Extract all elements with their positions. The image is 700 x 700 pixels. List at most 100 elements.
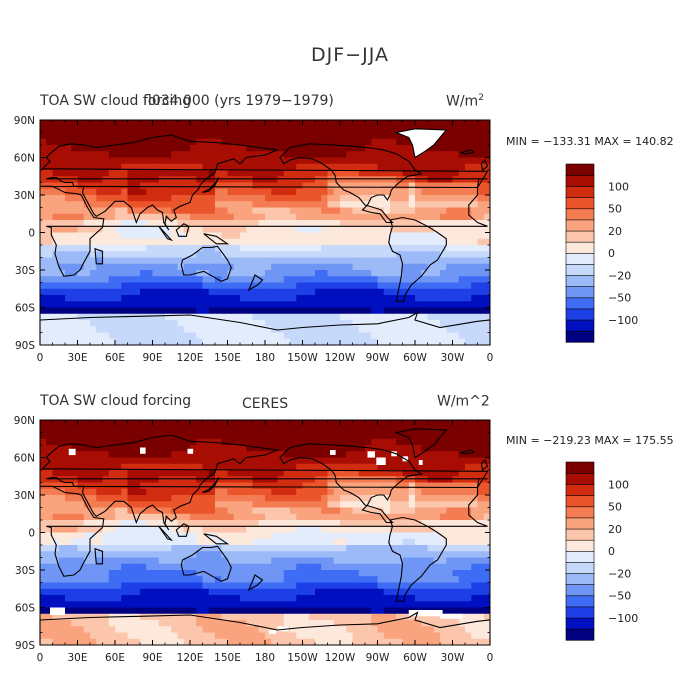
field-cell [296, 576, 303, 583]
field-cell [208, 163, 216, 171]
field-cell [302, 426, 310, 433]
field-cell [408, 245, 416, 252]
field-cell [483, 501, 491, 508]
field-cell [458, 563, 466, 571]
field-cell [46, 138, 53, 146]
field-cell [415, 432, 422, 440]
field-cell [183, 507, 191, 515]
field-cell [371, 476, 378, 483]
field-cell [265, 163, 272, 171]
field-cell [77, 307, 85, 315]
field-cell [115, 132, 122, 140]
field-cell [415, 532, 422, 540]
field-cell [296, 145, 303, 152]
field-cell [271, 501, 278, 508]
field-cell [40, 157, 47, 165]
field-cell [352, 476, 360, 483]
field-cell [140, 307, 147, 315]
field-cell [408, 213, 416, 221]
field-cell [240, 282, 247, 290]
field-cell [177, 538, 185, 546]
field-cell [408, 588, 416, 596]
field-cell [146, 457, 153, 465]
field-cell [477, 195, 485, 202]
field-cell [427, 195, 435, 202]
field-cell [433, 138, 441, 146]
field-cell [383, 576, 391, 583]
field-cell [290, 426, 297, 433]
field-cell [308, 263, 316, 271]
field-cell [408, 495, 416, 502]
field-cell [258, 201, 266, 208]
field-cell [477, 545, 485, 552]
field-cell [140, 563, 147, 571]
field-cell [108, 245, 116, 252]
field-cell [102, 426, 110, 433]
field-cell [171, 320, 178, 327]
field-cell [446, 145, 453, 152]
field-cell [346, 276, 353, 283]
field-cell [465, 157, 472, 165]
field-cell [246, 320, 253, 327]
field-cell [383, 557, 391, 565]
field-cell [83, 532, 91, 540]
field-cell [96, 176, 103, 183]
field-cell [440, 132, 447, 140]
field-cell [408, 145, 416, 152]
field-cell [333, 232, 341, 240]
field-cell [108, 557, 116, 565]
field-cell [246, 207, 253, 215]
field-cell [440, 488, 447, 496]
field-cell [415, 451, 422, 458]
field-cell [71, 588, 78, 596]
field-cell [208, 120, 216, 127]
field-cell [71, 120, 78, 127]
field-cell [296, 476, 303, 483]
field-cell [277, 270, 285, 277]
field-cell [340, 238, 347, 246]
field-cell [233, 495, 241, 502]
field-cell [290, 151, 297, 158]
field-cell [233, 226, 241, 233]
field-cell [215, 313, 222, 321]
field-cell [327, 488, 335, 496]
field-cell [383, 445, 391, 452]
field-cell [452, 532, 460, 540]
field-cell [190, 226, 197, 233]
field-cell [440, 445, 447, 452]
field-cell [277, 588, 285, 596]
field-cell [140, 463, 147, 471]
field-cell [108, 607, 116, 615]
field-cell [140, 426, 147, 433]
field-cell [58, 338, 66, 346]
field-cell [171, 451, 178, 458]
field-cell [327, 420, 335, 427]
field-cell [108, 588, 116, 596]
field-cell [471, 251, 478, 258]
field-cell [208, 570, 216, 577]
field-cell [427, 576, 435, 583]
field-cell [477, 495, 485, 502]
field-cell [283, 457, 291, 465]
field-cell [471, 126, 478, 133]
field-cell [190, 282, 197, 290]
field-cell [65, 163, 72, 171]
field-cell [183, 245, 191, 252]
field-cell [77, 476, 85, 483]
field-cell [40, 295, 47, 302]
field-cell [471, 420, 478, 427]
field-cell [340, 295, 347, 302]
field-cell [427, 226, 435, 233]
field-cell [202, 263, 210, 271]
field-cell [77, 126, 85, 133]
field-cell [277, 545, 285, 552]
field-cell [258, 163, 266, 171]
field-cell [483, 157, 491, 165]
field-cell [333, 270, 341, 277]
field-cell [296, 313, 303, 321]
field-cell [90, 476, 97, 483]
field-cell [333, 257, 341, 265]
field-cell [252, 570, 260, 577]
field-cell [96, 545, 103, 552]
field-cell [190, 257, 197, 265]
